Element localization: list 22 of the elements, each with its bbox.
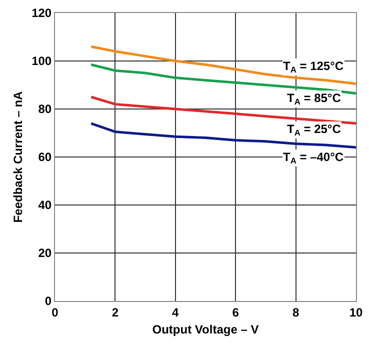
y-tick-label: 120 xyxy=(32,6,52,20)
y-tick-label: 60 xyxy=(38,150,52,164)
line-series xyxy=(90,63,356,95)
y-tick-label: 80 xyxy=(38,102,52,116)
series-label: T$_{A}$ = 125°C xyxy=(283,59,344,75)
series-label: T$_{A}$ = 25°C xyxy=(287,122,342,138)
y-tick-label: 100 xyxy=(32,54,52,68)
x-tick-label: 8 xyxy=(292,305,300,320)
x-tick-label: 6 xyxy=(232,305,240,320)
x-tick-label: 4 xyxy=(172,305,180,320)
line-series xyxy=(90,122,356,149)
series-label: T$_{A}$ = –40°C xyxy=(283,150,344,166)
y-tick-label: 40 xyxy=(38,198,52,212)
series-label: T$_{A}$ = 85°C xyxy=(287,91,342,107)
x-tick-label: 2 xyxy=(112,305,119,320)
line-series xyxy=(90,45,356,86)
y-tick-label: 20 xyxy=(38,246,52,260)
y-axis-title: Feedback Current – nA xyxy=(10,90,25,223)
line-series xyxy=(90,96,356,125)
y-tick-label: 0 xyxy=(44,294,52,308)
x-tick-label: 10 xyxy=(349,305,363,320)
x-axis-title: Output Voltage – V xyxy=(152,322,259,336)
